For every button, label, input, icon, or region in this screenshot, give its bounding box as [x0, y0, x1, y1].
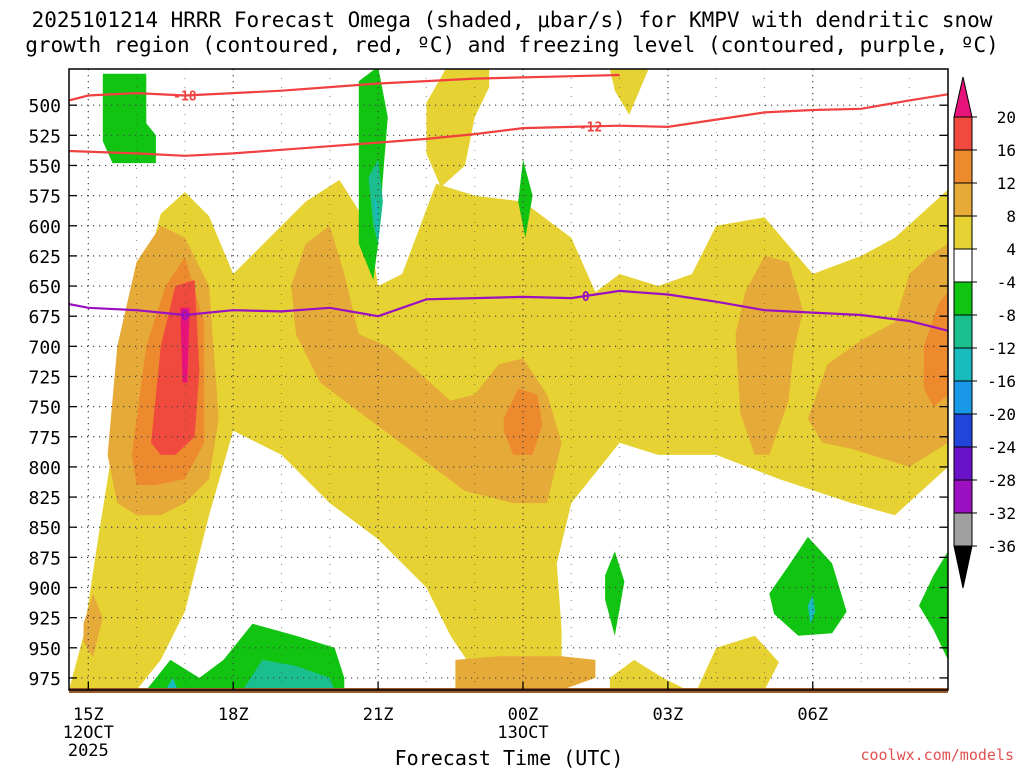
y-tick-label-900: 900 — [28, 579, 61, 600]
colorbar-label-9: -20 — [987, 405, 1016, 424]
colorbar-segment-1 — [953, 116, 973, 151]
colorbar-segment-11 — [953, 446, 973, 481]
colorbar-segment-3 — [953, 182, 973, 217]
credit-text: coolwx.com/models — [860, 746, 1014, 764]
colorbar-label-1: 16 — [997, 141, 1016, 160]
colorbar-segment-6 — [953, 281, 973, 316]
x-axis-title: Forecast Time (UTC) — [395, 746, 624, 768]
y-tick-label-525: 525 — [28, 126, 61, 147]
colorbar: 20 16 12 8 4 -4 -8 -12 -16 -20 -24 -28 -32 -36 — [953, 76, 1016, 589]
y-tick-label-750: 750 — [28, 398, 61, 419]
omega-region-neg4-21 — [919, 551, 948, 660]
x-tick-label-15: 15Z — [73, 705, 104, 725]
y-tick-label-850: 850 — [28, 518, 61, 539]
y-tick-label-700: 700 — [28, 337, 61, 358]
y-tick-label-575: 575 — [28, 187, 61, 208]
colorbar-label-4: 4 — [1006, 240, 1016, 259]
colorbar-segment-7 — [953, 314, 973, 349]
x-tick-label-27: 03Z — [653, 705, 684, 725]
contour-dendritic_growth_minus12 — [69, 93, 948, 157]
colorbar-label-3: 8 — [1006, 207, 1016, 226]
y-tick-label-825: 825 — [28, 488, 61, 509]
omega-region-neg4-19 — [605, 551, 625, 636]
chart-title-line-2: growth region (contoured, red, ºC) and f… — [25, 33, 999, 57]
contour-label-freezing_level_0-0: 0 — [181, 309, 189, 324]
y-tick-label-550: 550 — [28, 156, 61, 177]
y-tick-label-875: 875 — [28, 548, 61, 569]
colorbar-label-2: 12 — [997, 174, 1016, 193]
y-tick-label-625: 625 — [28, 247, 61, 268]
chart-title-line-1: 2025101214 HRRR Forecast Omega (shaded, … — [31, 8, 993, 32]
x-tick-label-30: 06Z — [797, 705, 828, 725]
x-tick-label-18: 18Z — [218, 705, 249, 725]
contour-label-dendritic_growth_minus18-0: -18 — [173, 90, 197, 105]
colorbar-segment-10 — [953, 413, 973, 448]
omega-region-neg12-27 — [165, 677, 178, 690]
colorbar-label-7: -12 — [987, 339, 1016, 358]
omega-region-pos8-7 — [291, 225, 562, 504]
x-tick-date-15: 12OCT — [63, 723, 114, 743]
colorbar-segment-13 — [953, 512, 973, 547]
y-tick-label-775: 775 — [28, 428, 61, 449]
colorbar-label-13: -36 — [987, 537, 1016, 556]
x-tick-label-24: 00Z — [508, 705, 539, 725]
contour-lines: -18 -12 0 0 — [69, 73, 948, 332]
colorbar-segment-5 — [953, 248, 973, 283]
omega-region-pos4-2 — [609, 69, 649, 115]
colorbar-segment-2 — [953, 149, 973, 184]
omega-region-pos20-15 — [180, 307, 190, 383]
grid-lines — [69, 69, 948, 690]
omega-region-neg4-18 — [518, 159, 533, 238]
colorbar-segment-12 — [953, 479, 973, 514]
omega-region-neg12-26 — [807, 594, 816, 624]
y-tick-label-500: 500 — [28, 96, 61, 117]
omega-region-pos12-13 — [923, 292, 948, 407]
y-tick-label-600: 600 — [28, 217, 61, 238]
colorbar-label-12: -32 — [987, 504, 1016, 523]
y-tick-label-800: 800 — [28, 458, 61, 479]
contour-dendritic_growth_minus18 — [69, 73, 620, 102]
plot-frame — [68, 68, 949, 691]
colorbar-label-10: -24 — [987, 438, 1016, 457]
omega-region-pos12-12 — [503, 388, 543, 455]
colorbar-label-8: -16 — [987, 372, 1016, 391]
y-tick-label-650: 650 — [28, 277, 61, 298]
shaded-regions — [69, 69, 948, 690]
y-tick-label-950: 950 — [28, 639, 61, 660]
colorbar-segment-8 — [953, 347, 973, 382]
omega-region-pos8-9 — [735, 255, 804, 455]
y-tick-label-675: 675 — [28, 307, 61, 328]
x-tick-date-24: 13OCT — [497, 723, 548, 743]
omega-region-pos8-10 — [807, 243, 948, 467]
colorbar-label-11: -28 — [987, 471, 1016, 490]
colorbar-bottom-arrow — [953, 545, 973, 589]
omega-region-pos8-8 — [455, 656, 596, 690]
colorbar-segment-9 — [953, 380, 973, 415]
colorbar-label-0: 20 — [997, 108, 1016, 127]
omega-region-neg4-16 — [102, 73, 156, 164]
omega-region-neg12-25 — [373, 195, 379, 244]
contour-label-freezing_level_0-1: 0 — [582, 290, 590, 305]
contour-label-dendritic_growth_minus12-0: -12 — [579, 120, 602, 135]
y-tick-label-975: 975 — [28, 669, 61, 690]
colorbar-label-5: -4 — [997, 273, 1016, 292]
omega-region-neg4-20 — [769, 536, 847, 636]
contour-freezing_level_0 — [69, 289, 948, 332]
colorbar-segment-4 — [953, 215, 973, 250]
y-tick-label-925: 925 — [28, 609, 61, 630]
x-tick-year-15: 2025 — [68, 741, 109, 761]
omega-region-pos4-4 — [696, 635, 779, 690]
x-tick-label-21: 21Z — [363, 705, 394, 725]
y-tick-label-725: 725 — [28, 367, 61, 388]
colorbar-label-6: -8 — [997, 306, 1016, 325]
omega-region-neg8-24 — [242, 659, 335, 690]
y-axis: 500 525 550 575 600 625 650 675 700 725 750 775 800 8… — [28, 96, 948, 690]
omega-region-pos4-1 — [426, 69, 490, 188]
colorbar-top-arrow — [953, 76, 973, 118]
